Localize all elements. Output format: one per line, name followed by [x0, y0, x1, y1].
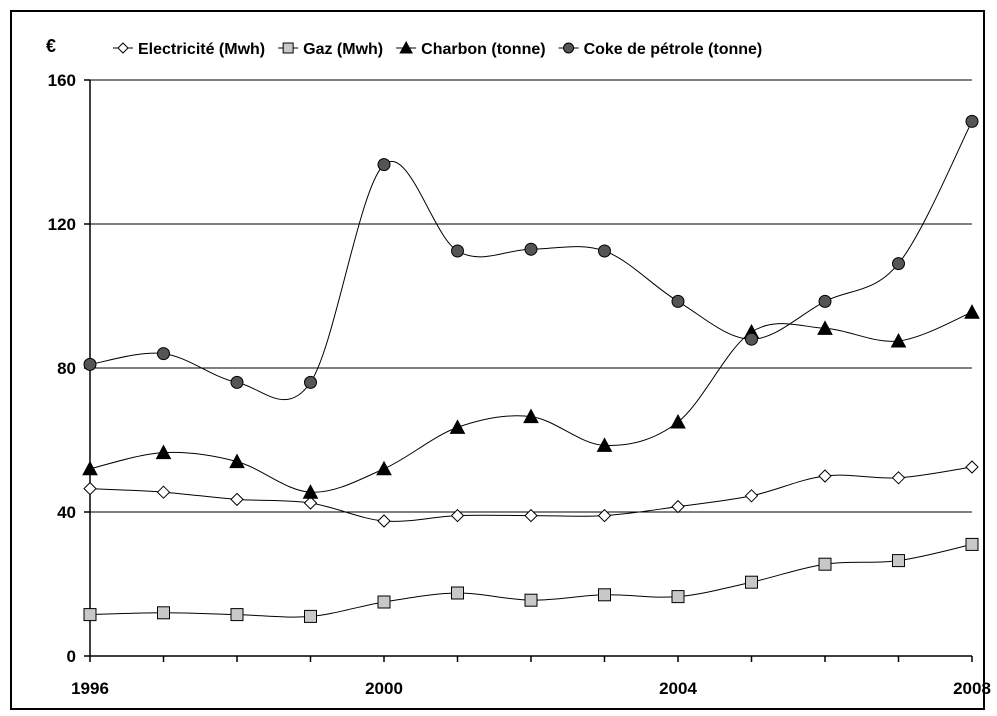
- data-point-gaz-mwh-1998: [231, 609, 243, 621]
- x-tick-label-1: 2000: [365, 679, 403, 698]
- data-point-coke-de-petrole-tonne-2001: [452, 245, 464, 257]
- data-point-electricite-mwh-1998: [231, 493, 243, 505]
- series-line-charbon-tonne: [90, 312, 972, 492]
- data-point-electricite-mwh-1997: [158, 486, 170, 498]
- data-point-electricite-mwh-2005: [746, 490, 758, 502]
- data-point-charbon-tonne-2000: [377, 462, 391, 475]
- x-tick-label-3: 2008: [953, 679, 991, 698]
- data-point-coke-de-petrole-tonne-2006: [819, 295, 831, 307]
- data-point-coke-de-petrole-tonne-2008: [966, 115, 978, 127]
- data-point-coke-de-petrole-tonne-1999: [305, 376, 317, 388]
- data-point-electricite-mwh-2001: [452, 510, 464, 522]
- data-point-gaz-mwh-2007: [893, 555, 905, 567]
- data-point-electricite-mwh-1999: [305, 497, 317, 509]
- data-point-charbon-tonne-1996: [83, 462, 97, 475]
- data-point-electricite-mwh-2000: [378, 515, 390, 527]
- series-electricite-mwh: [84, 461, 978, 527]
- legend-marker-electricite-mwh: [118, 43, 128, 53]
- x-tick-label-2: 2004: [659, 679, 697, 698]
- data-point-coke-de-petrole-tonne-2007: [893, 258, 905, 270]
- legend-entry-coke-de-petrole-tonne: Coke de pétrole (tonne): [559, 41, 763, 58]
- y-tick-label-1: 40: [57, 503, 76, 522]
- data-point-coke-de-petrole-tonne-2005: [746, 333, 758, 345]
- y-tick-label-3: 120: [48, 215, 76, 234]
- data-point-gaz-mwh-1999: [305, 610, 317, 622]
- legend-label-gaz-mwh: Gaz (Mwh): [303, 41, 383, 58]
- data-point-gaz-mwh-2001: [452, 587, 464, 599]
- data-point-electricite-mwh-1996: [84, 483, 96, 495]
- data-point-gaz-mwh-2006: [819, 558, 831, 570]
- legend-marker-coke-de-petrole-tonne: [564, 43, 574, 53]
- data-point-coke-de-petrole-tonne-1996: [84, 358, 96, 370]
- legend-label-coke-de-petrole-tonne: Coke de pétrole (tonne): [584, 41, 763, 58]
- y-tick-label-2: 80: [57, 359, 76, 378]
- data-point-gaz-mwh-1996: [84, 609, 96, 621]
- legend-entry-electricite-mwh: Electricité (Mwh): [113, 41, 265, 58]
- data-point-gaz-mwh-1997: [158, 607, 170, 619]
- data-point-charbon-tonne-2008: [965, 305, 979, 318]
- legend-entry-charbon-tonne: Charbon (tonne): [396, 41, 545, 58]
- data-point-gaz-mwh-2004: [672, 591, 684, 603]
- data-point-electricite-mwh-2003: [599, 510, 611, 522]
- data-point-electricite-mwh-2006: [819, 470, 831, 482]
- legend-entry-gaz-mwh: Gaz (Mwh): [278, 41, 383, 58]
- data-point-coke-de-petrole-tonne-1998: [231, 376, 243, 388]
- series-line-coke-de-petrole-tonne: [90, 121, 972, 399]
- data-point-charbon-tonne-2001: [451, 420, 465, 433]
- legend: Electricité (Mwh) Gaz (Mwh) Charbon (tonne…: [113, 41, 762, 58]
- x-tick-labels: 1996 2000 2004 2008: [71, 679, 991, 698]
- y-tick-label-0: 0: [67, 647, 76, 666]
- data-point-electricite-mwh-2004: [672, 501, 684, 513]
- data-point-coke-de-petrole-tonne-1997: [158, 348, 170, 360]
- data-point-coke-de-petrole-tonne-2004: [672, 295, 684, 307]
- series-group: [83, 115, 979, 622]
- y-tick-labels: 0 40 80 120 160: [48, 71, 76, 666]
- data-point-electricite-mwh-2008: [966, 461, 978, 473]
- series-gaz-mwh: [84, 538, 978, 622]
- data-point-coke-de-petrole-tonne-2000: [378, 159, 390, 171]
- data-point-electricite-mwh-2002: [525, 510, 537, 522]
- series-coke-de-petrole-tonne: [84, 115, 978, 399]
- data-point-coke-de-petrole-tonne-2002: [525, 243, 537, 255]
- data-point-charbon-tonne-2004: [671, 415, 685, 428]
- data-point-gaz-mwh-2005: [746, 576, 758, 588]
- data-point-gaz-mwh-2002: [525, 594, 537, 606]
- data-point-gaz-mwh-2003: [599, 589, 611, 601]
- data-point-coke-de-petrole-tonne-2003: [599, 245, 611, 257]
- series-charbon-tonne: [83, 305, 979, 498]
- data-point-charbon-tonne-1998: [230, 455, 244, 468]
- data-point-gaz-mwh-2000: [378, 596, 390, 608]
- y-tick-label-4: 160: [48, 71, 76, 90]
- legend-label-charbon-tonne: Charbon (tonne): [421, 41, 545, 58]
- legend-label-electricite-mwh: Electricité (Mwh): [138, 41, 265, 58]
- y-axis-unit-label: €: [46, 36, 56, 56]
- data-point-electricite-mwh-2007: [893, 472, 905, 484]
- x-tick-label-0: 1996: [71, 679, 109, 698]
- legend-marker-gaz-mwh: [283, 43, 293, 53]
- axes: [84, 80, 972, 662]
- data-point-gaz-mwh-2008: [966, 538, 978, 550]
